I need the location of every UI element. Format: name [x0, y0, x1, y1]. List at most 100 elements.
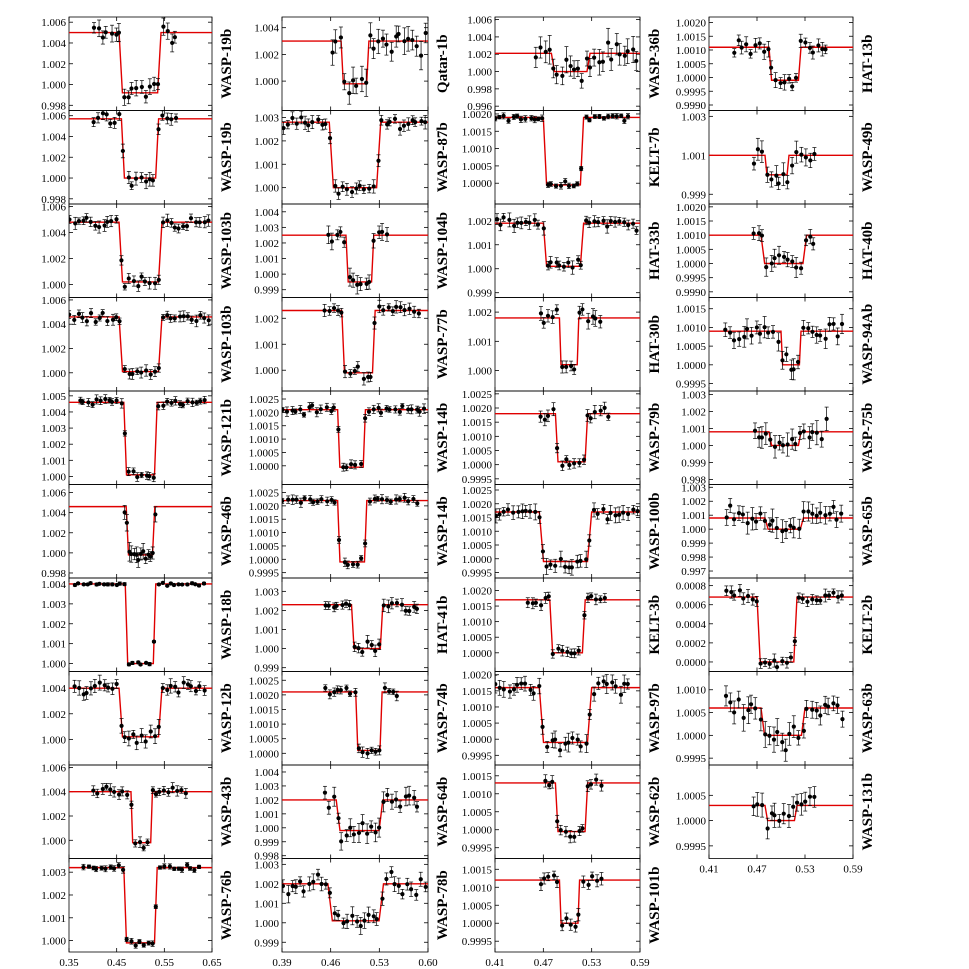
data-point [724, 515, 729, 520]
data-point [183, 791, 188, 796]
data-point [100, 111, 106, 116]
data-point [572, 651, 577, 656]
data-point [168, 581, 173, 586]
data-point [151, 639, 157, 644]
plot-frame [494, 858, 641, 953]
data-point [136, 557, 141, 563]
y-tick-label: 1.0015 [462, 126, 493, 138]
plot-frame [68, 16, 213, 111]
data-point [367, 186, 372, 191]
data-point [351, 832, 356, 837]
data-point [384, 497, 390, 503]
data-point [635, 509, 640, 514]
data-point [806, 326, 811, 331]
y-tick-label: 1.004 [41, 319, 66, 331]
y-tick-label: 1.0005 [676, 708, 707, 720]
data-point [348, 825, 353, 830]
data-point [336, 191, 341, 196]
data-point [117, 581, 122, 586]
data-point [151, 475, 156, 480]
data-point [341, 921, 346, 926]
data-point [122, 431, 127, 436]
data-point [407, 608, 412, 614]
data-point [358, 282, 363, 287]
planet-label: WASP-14b [435, 403, 451, 473]
data-point [791, 367, 796, 372]
data-point [161, 24, 166, 29]
data-point [206, 318, 211, 323]
y-tick-label: 1.0015 [462, 686, 493, 698]
data-point [546, 594, 551, 599]
data-point [606, 114, 611, 119]
data-point [184, 224, 190, 229]
data-point [133, 176, 139, 181]
data-point [523, 116, 528, 121]
data-point [412, 795, 417, 800]
data-point [728, 503, 733, 508]
data-point [776, 181, 781, 186]
plot-frame [494, 110, 641, 205]
planet-label: WASP-97b [647, 683, 663, 753]
planet-label: WASP-131b [860, 773, 876, 851]
data-point [326, 805, 331, 810]
data-point [581, 879, 586, 884]
data-point [173, 115, 179, 121]
plot-frame [708, 16, 854, 111]
data-point [173, 684, 178, 689]
y-tick-label: 1.004 [41, 131, 66, 143]
data-point [582, 613, 587, 618]
data-point [792, 639, 797, 644]
y-tick-label: 0.998 [681, 474, 706, 486]
data-point [124, 520, 129, 525]
planet-label: HAT-30b [647, 315, 663, 373]
data-point [323, 603, 328, 608]
data-point [801, 429, 806, 434]
x-tick-label: 0.59 [630, 957, 650, 969]
data-point [355, 364, 360, 369]
transit-model-curve [282, 799, 428, 832]
y-tick-label: 1.004 [41, 787, 66, 799]
data-point [148, 372, 153, 377]
data-point [153, 904, 158, 909]
data-point [120, 867, 126, 872]
data-point [533, 600, 538, 605]
data-point [90, 402, 95, 407]
data-point [592, 691, 597, 697]
data-point [386, 305, 391, 310]
data-point [545, 744, 550, 750]
data-point [360, 750, 365, 755]
data-point [413, 120, 418, 125]
data-point [801, 325, 806, 330]
data-point [766, 47, 771, 52]
data-point [634, 58, 639, 64]
y-tick-label: 1.002 [254, 605, 279, 617]
y-tick-label: 1.000 [41, 280, 66, 292]
y-tick-label: 1.004 [41, 407, 66, 419]
data-point [558, 828, 563, 833]
y-tick-label: 1.0010 [249, 528, 280, 540]
y-tick-label: 1.0020 [249, 407, 280, 419]
data-point [356, 746, 361, 751]
data-point [839, 593, 844, 598]
data-point [736, 697, 741, 702]
data-point [759, 149, 764, 154]
y-tick-label: 0.999 [254, 837, 279, 849]
data-point [327, 692, 332, 697]
y-tick-label: 1.001 [254, 625, 279, 637]
transit-model-curve [282, 234, 428, 283]
data-point [770, 518, 775, 523]
data-point [790, 163, 795, 168]
data-point [806, 509, 811, 514]
data-point [329, 239, 334, 244]
planet-label: WASP-12b [219, 683, 235, 753]
data-point [520, 509, 525, 514]
y-tick-label: 1.000 [41, 734, 66, 746]
data-point [402, 495, 407, 500]
data-point [552, 737, 558, 742]
panel: 1.004 1.003 1.002 1.001 1.000 0.999 WASP-104b [254, 203, 451, 298]
data-point [109, 399, 115, 405]
data-point [550, 779, 555, 784]
plot-frame [68, 764, 213, 859]
y-tick-label: 0.9995 [676, 753, 707, 765]
y-tick-label: 1.000 [254, 269, 279, 281]
